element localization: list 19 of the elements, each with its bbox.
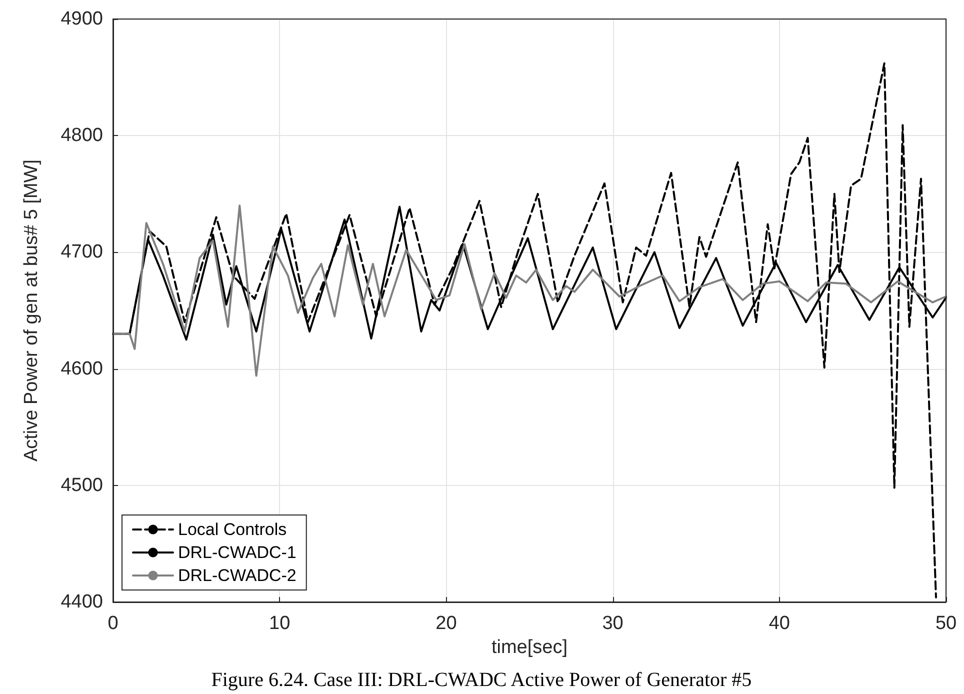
y-tick-label: 4800 (60, 125, 103, 146)
legend-label: DRL-CWADC-1 (178, 543, 296, 562)
legend-label: Local Controls (178, 520, 287, 539)
x-tick-label: 50 (935, 613, 957, 634)
x-tick-label: 30 (602, 613, 624, 634)
x-tick-label: 0 (108, 613, 118, 634)
y-tick-label: 4600 (60, 358, 103, 380)
legend-label: DRL-CWADC-2 (178, 566, 296, 585)
x-tick-label: 40 (768, 613, 790, 634)
x-tick-label: 10 (269, 613, 290, 634)
line-series (112, 204, 947, 377)
x-axis-title: time[sec] (491, 636, 568, 658)
y-axis-title: Active Power of gen at bus# 5 [MW] (21, 159, 42, 462)
x-tick-label: 20 (436, 613, 457, 634)
y-tick-label: 4400 (60, 592, 103, 612)
y-tick-label: 4500 (60, 474, 103, 496)
y-tick-label: 4700 (60, 242, 103, 263)
caption: Figure 6.24. Case III: DRL-CWADC Active Power of Generator #5 (211, 669, 752, 691)
y-tick-label: 4900 (60, 8, 103, 30)
